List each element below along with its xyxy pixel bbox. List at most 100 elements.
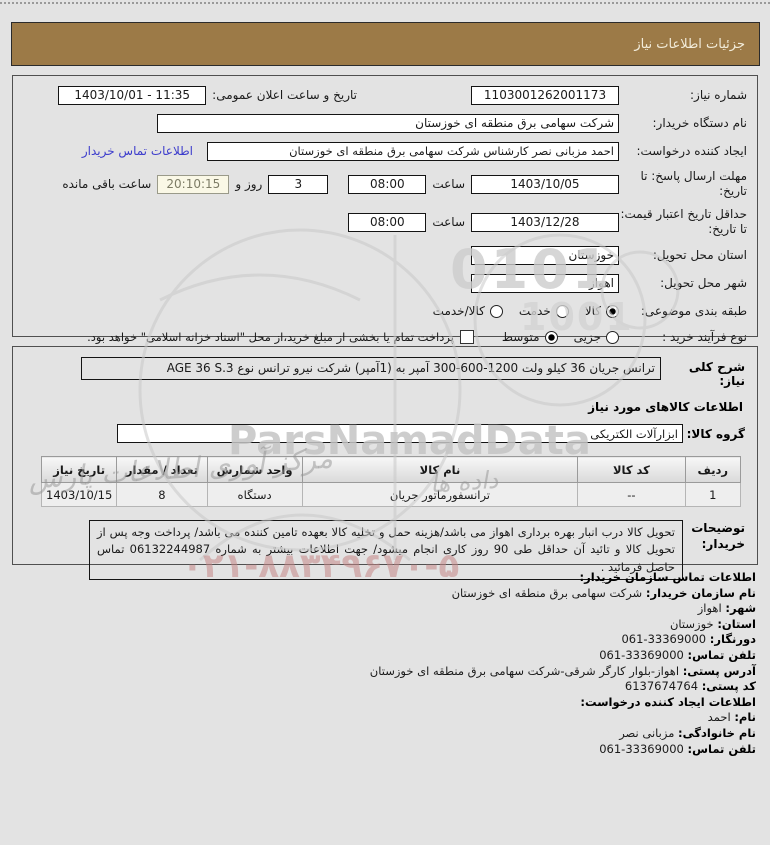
radio-medium-label: متوسط <box>501 330 540 344</box>
radio-goods-service[interactable] <box>489 304 503 318</box>
buyer-org-label: نام دستگاه خریدار: <box>652 115 748 130</box>
request-creator-row: ایجاد کننده درخواست: احمد مزبانی نصر کار… <box>23 141 747 161</box>
postal-code-value: 6137674764 <box>624 679 699 694</box>
address-value: اهواز-بلوار کارگر شرقی-شرکت سهامی برق من… <box>369 663 680 678</box>
process-type-row: نوع فرآیند خرید : جزیی متوسط پرداخت تمام… <box>23 327 747 347</box>
reply-deadline-row: مهلت ارسال پاسخ: تا تاریخ: 1403/10/05 سا… <box>23 169 747 199</box>
buyer-notes-label: توضیحات خریدار: <box>691 521 745 552</box>
delivery-city-row: شهر محل تحویل: اهواز <box>23 273 747 293</box>
need-description-field[interactable]: ترانس جریان 36 کیلو ولت 1200-600-300 آمپ… <box>81 357 661 380</box>
radio-goods-service-label: کالا/خدمت <box>432 304 485 318</box>
creator-phone-value: 33369000-061 <box>599 741 684 756</box>
price-validity-label: حداقل تاریخ اعتبار قیمت: تا تاریخ: <box>620 207 747 236</box>
cell-row-number: 1 <box>684 482 742 507</box>
first-name-value: احمد <box>707 710 731 725</box>
address-label: آدرس پستی: <box>682 663 756 678</box>
cell-goods-code: -- <box>577 482 686 507</box>
city-value: اهواز <box>697 601 722 616</box>
org-name-value: شرکت سهامی برق منطقه ای خوزستان <box>451 585 643 600</box>
request-creator-field[interactable]: احمد مزبانی نصر کارشناس شرکت سهامی برق م… <box>207 141 619 161</box>
price-validity-row: حداقل تاریخ اعتبار قیمت: تا تاریخ: 1403/… <box>23 207 747 237</box>
cell-goods-name: ترانسفورماتور جریان <box>301 482 579 507</box>
reply-deadline-label: مهلت ارسال پاسخ: تا تاریخ: <box>640 169 747 198</box>
hour-label: ساعت <box>432 215 465 229</box>
need-description-label: شرح کلی نیاز: <box>688 360 745 388</box>
price-validity-date-field[interactable]: 1403/12/28 <box>471 212 619 232</box>
radio-service-label: خدمت <box>518 304 551 318</box>
reply-deadline-date-field[interactable]: 1403/10/05 <box>471 174 619 194</box>
announce-datetime-label: تاریخ و ساعت اعلان عمومی: <box>212 88 357 102</box>
delivery-city-label: شهر محل تحویل: <box>660 275 747 290</box>
cell-quantity: 8 <box>116 482 208 507</box>
buyer-org-row: نام دستگاه خریدار: شرکت سهامی برق منطقه … <box>23 113 747 133</box>
province-label: استان: <box>717 616 756 631</box>
classification-label: طبقه بندی موضوعی: <box>640 303 747 318</box>
creator-phone-label: تلفن تماس: <box>687 741 756 756</box>
hour-label: ساعت <box>432 177 465 191</box>
fax-label: دورنگار: <box>709 632 756 647</box>
treasury-payment-label: پرداخت تمام یا بخشی از مبلغ خرید،از محل … <box>87 330 454 344</box>
goods-section-header: اطلاعات کالاهای مورد نیاز <box>588 400 743 414</box>
section-titlebar: جزئیات اطلاعات نیاز <box>11 22 760 66</box>
province-value: خوزستان <box>669 616 714 631</box>
page-title: جزئیات اطلاعات نیاز <box>634 36 745 52</box>
last-name-value: مزبانی نصر <box>619 725 675 740</box>
radio-partial-label: جزیی <box>573 330 601 344</box>
phone-label: تلفن تماس: <box>687 647 756 662</box>
reply-deadline-hour-field[interactable]: 08:00 <box>348 174 427 194</box>
hours-remaining-label: ساعت باقی مانده <box>62 177 152 191</box>
need-info-panel: شماره نیاز: 1103001262001173 تاریخ و ساع… <box>12 75 758 344</box>
buyer-contact-link[interactable]: اطلاعات تماس خریدار <box>81 144 193 158</box>
contact-info-block: اطلاعات تماس سازمان خریدار: نام سازمان خ… <box>14 570 756 757</box>
postal-code-label: کد پستی: <box>701 679 756 694</box>
cell-need-date: 1403/10/15 <box>40 482 118 507</box>
buyer-org-field[interactable]: شرکت سهامی برق منطقه ای خوزستان <box>157 113 619 133</box>
delivery-province-field[interactable]: خوزستان <box>471 245 619 265</box>
contact-line-city: شهر: اهواز <box>14 601 756 617</box>
goods-table-row: 1 -- ترانسفورماتور جریان دستگاه 8 1403/1… <box>40 482 742 507</box>
creator-line-last-name: نام خانوادگی: مزبانی نصر <box>14 726 756 742</box>
countdown-timer: 20:10:15 <box>157 174 230 194</box>
contact-line-postal-code: کد پستی: 6137674764 <box>14 679 756 695</box>
col-need-date: تاریخ نیاز <box>40 456 118 483</box>
col-quantity: تعداد / مقدار <box>116 456 208 483</box>
col-goods-name: نام کالا <box>301 456 579 483</box>
cell-count-unit: دستگاه <box>206 482 303 507</box>
days-and-label: روز و <box>235 177 263 191</box>
delivery-province-row: استان محل تحویل: خوزستان <box>23 245 747 265</box>
delivery-city-field[interactable]: اهواز <box>471 273 619 293</box>
goods-info-panel: شرح کلی نیاز: ترانس جریان 36 کیلو ولت 12… <box>12 346 758 580</box>
remaining-days-field[interactable]: 3 <box>268 174 329 194</box>
need-number-field[interactable]: 1103001262001173 <box>471 85 619 105</box>
goods-group-label: گروه کالا: <box>686 426 745 441</box>
radio-service[interactable] <box>555 304 569 318</box>
creator-line-first-name: نام: احمد <box>14 710 756 726</box>
goods-table-header-row: ردیف کد کالا نام کالا واحد شمارش تعداد /… <box>40 456 742 483</box>
request-creator-label: ایجاد کننده درخواست: <box>636 143 747 158</box>
contact-line-fax: دورنگار: 33369000-061 <box>14 632 756 648</box>
contact-line-province: استان: خوزستان <box>14 617 756 633</box>
phone-value: 33369000-061 <box>599 647 684 662</box>
creator-contact-header: اطلاعات ایجاد کننده درخواست: <box>580 694 756 709</box>
col-goods-code: کد کالا <box>577 456 686 483</box>
contact-line-phone: تلفن تماس: 33369000-061 <box>14 648 756 664</box>
radio-medium[interactable] <box>544 330 558 344</box>
need-number-row: شماره نیاز: 1103001262001173 تاریخ و ساع… <box>23 85 747 105</box>
goods-table: ردیف کد کالا نام کالا واحد شمارش تعداد /… <box>40 456 742 507</box>
col-row-number: ردیف <box>684 456 742 483</box>
page-top-dotted-border <box>0 2 770 4</box>
goods-group-field[interactable]: ابزارآلات الکتریکی <box>117 424 683 443</box>
col-count-unit: واحد شمارش <box>206 456 303 483</box>
need-number-label: شماره نیاز: <box>690 87 747 102</box>
classification-row: طبقه بندی موضوعی: کالا خدمت کالا/خدمت <box>23 301 747 321</box>
price-validity-hour-field[interactable]: 08:00 <box>348 212 427 232</box>
announce-datetime-field[interactable]: 1403/10/01 - 11:35 <box>58 85 207 105</box>
last-name-label: نام خانوادگی: <box>678 725 756 740</box>
goods-group-row: گروه کالا: ابزارآلات الکتریکی <box>25 424 745 443</box>
radio-partial[interactable] <box>606 330 619 344</box>
treasury-payment-checkbox[interactable] <box>459 330 474 344</box>
contact-line-org-name: نام سازمان خریدار: شرکت سهامی برق منطقه … <box>14 586 756 602</box>
org-contact-header: اطلاعات تماس سازمان خریدار: <box>579 570 756 584</box>
process-type-label: نوع فرآیند خرید : <box>662 329 747 344</box>
radio-goods[interactable] <box>606 304 619 318</box>
